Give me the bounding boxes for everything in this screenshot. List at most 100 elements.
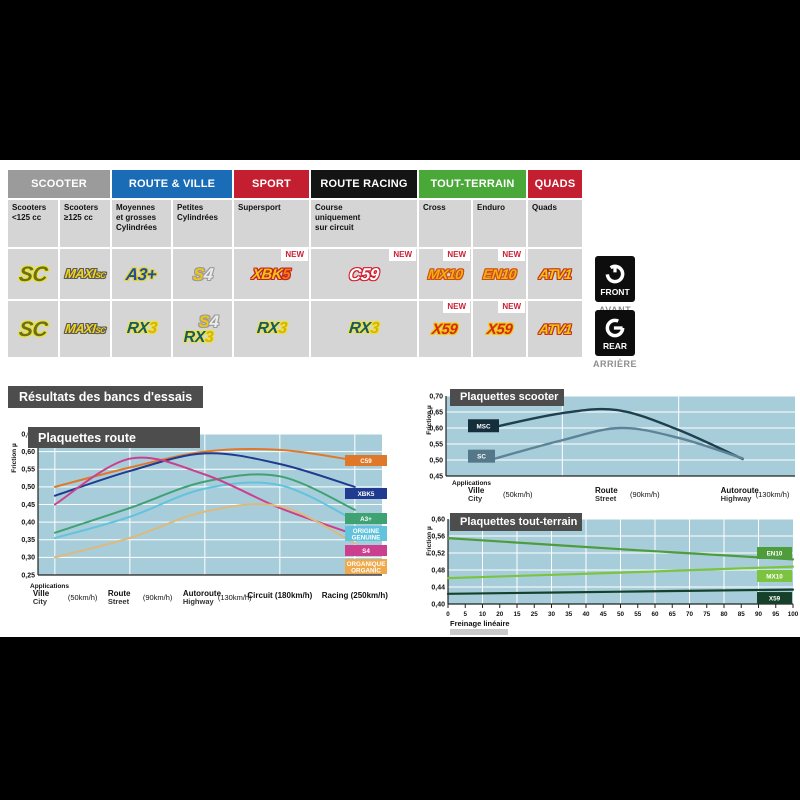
x-category-fr: Route xyxy=(108,589,131,598)
series-msc xyxy=(488,407,744,461)
series-s4 xyxy=(53,456,356,536)
logo-segment: ATV1 xyxy=(537,321,573,337)
category-header-route-ville: ROUTE & VILLE xyxy=(112,170,232,198)
logo-segment: SC xyxy=(17,317,49,341)
subheader-line: Petites xyxy=(177,203,204,212)
subheader-line: uniquement xyxy=(315,213,361,222)
legend-label-organique: ORGANIC xyxy=(351,568,381,575)
legend-box-msc xyxy=(468,419,499,433)
legend-box-organique xyxy=(345,559,387,574)
x-category-en: City xyxy=(33,597,48,606)
logo-atv1: ATV1 xyxy=(537,321,573,337)
y-tick-label: 0,48 xyxy=(431,567,445,574)
category-header-quads: QUADS xyxy=(528,170,582,198)
chart-title-bar xyxy=(450,513,582,531)
table-category-row: SCOOTER ROUTE & VILLE SPORT ROUTE RACING TOU… xyxy=(8,170,584,198)
table-product-row-front: SC MAXISC A3+ S4 NEW XBK5 NEW C59 NEW MX10 NEW EN10… xyxy=(8,249,584,299)
chart-title: Plaquettes scooter xyxy=(460,391,559,403)
logo-segment: 4 xyxy=(209,311,219,331)
series-c59 xyxy=(53,448,356,488)
subheader-cell-1: Scooters ≥125 cc xyxy=(60,200,110,247)
y-tick-label: 0,65 xyxy=(429,409,443,416)
logo-segment: MAXI xyxy=(63,266,96,282)
x-category-en: City xyxy=(468,494,483,503)
front-label: FRONT xyxy=(600,286,630,297)
product-cell: SC xyxy=(8,301,58,357)
subheader-cell-6: Cross xyxy=(419,200,471,247)
terrain-chart-svg: 0,60 0,56 0,52 0,48 0,44 0,40 Friction µ 0 5 10 20… xyxy=(426,513,799,635)
y-tick-label: 0,56 xyxy=(431,533,445,540)
x-category: Circuit (180km/h) xyxy=(247,591,312,600)
legend-box-origine xyxy=(345,526,387,541)
product-cell: NEW C59 xyxy=(311,249,417,299)
x-category-en: Highway xyxy=(721,494,753,503)
y-tick-label: 0,52 xyxy=(431,550,445,557)
subheader-line: Enduro xyxy=(477,203,505,212)
subheader-cell-3: Petites Cylindrées xyxy=(173,200,232,247)
x-category-fr: Ville xyxy=(468,486,485,495)
x-tick-label: 85 xyxy=(738,611,746,618)
results-title: Résultats des bancs d'essais xyxy=(8,386,204,408)
legend-label-a3: A3+ xyxy=(360,516,372,523)
product-cell: ATV1 xyxy=(528,301,582,357)
chart-plaquettes-route: 0,650,600,550,500,450,400,350,300,25Fric… xyxy=(8,418,388,630)
x-tick-label: 10 xyxy=(479,611,487,618)
y-tick-label: 0,44 xyxy=(431,584,445,591)
logo-rx3: RX3 xyxy=(184,329,214,346)
x-tick-label: 55 xyxy=(634,611,642,618)
logo-s4: S4 xyxy=(199,313,219,330)
chart-plaquettes-tout-terrain: 0,60 0,56 0,52 0,48 0,44 0,40 Friction µ 0 5 10 20… xyxy=(425,509,800,637)
legend-label-xbk5: XBK5 xyxy=(358,491,375,498)
product-cell: NEW X59 xyxy=(419,301,471,357)
subheader-line: Supersport xyxy=(238,203,281,212)
x-category-fr: Ville xyxy=(33,589,50,598)
rear-disc-icon xyxy=(605,318,625,337)
content-area: SCOOTER ROUTE & VILLE SPORT ROUTE RACING TOU… xyxy=(0,160,800,637)
y-tick-label: 0,45 xyxy=(21,502,35,509)
chart-title: Plaquettes tout-terrain xyxy=(460,516,578,528)
logo-segment: 4 xyxy=(202,264,214,284)
subheader-cell-2: Moyennes et grosses Cylindrées xyxy=(112,200,171,247)
series-x59 xyxy=(446,588,795,595)
table-product-row-rear: SC MAXISC RX3 S4 RX3 RX3 RX3 NEW X59 NEW X59 ATV1 xyxy=(8,301,584,357)
logo-segment: MAXI xyxy=(63,321,96,337)
y-axis-title: Friction µ xyxy=(426,526,433,556)
x-tick-label: 70 xyxy=(686,611,694,618)
category-header-route-racing: ROUTE RACING xyxy=(311,170,417,198)
x-tick-label: 80 xyxy=(720,611,728,618)
logo-segment: EN10 xyxy=(482,266,517,282)
logo-x59: X59 xyxy=(486,321,513,338)
legend-box-x59 xyxy=(757,592,792,605)
watermark-smudge xyxy=(450,629,508,635)
product-cell: S4 xyxy=(173,249,232,299)
legend-label-en10: EN10 xyxy=(767,551,783,558)
legend-box-en10 xyxy=(757,547,792,559)
y-tick-label: 0,60 xyxy=(431,516,445,523)
subheader-line: Quads xyxy=(532,203,557,212)
legend-box-sc xyxy=(468,449,495,463)
legend-label-organique: ORGANIQUE xyxy=(347,561,386,568)
logo-a3plus: A3+ xyxy=(125,264,158,284)
logo-segment: A3+ xyxy=(125,264,158,284)
product-cell: NEW MX10 xyxy=(419,249,471,299)
y-tick-label: 0,40 xyxy=(431,601,445,608)
x-tick-label: 25 xyxy=(531,611,539,618)
product-cell: RX3 xyxy=(234,301,309,357)
legend-label-msc: MSC xyxy=(477,423,491,430)
x-tick-label: 65 xyxy=(669,611,677,618)
y-tick-label: 0,50 xyxy=(21,484,35,491)
x-tick-label: 5 xyxy=(463,611,467,618)
applications-label: Applications xyxy=(30,583,69,590)
product-cell: NEW X59 xyxy=(473,301,526,357)
logo-en10: EN10 xyxy=(482,266,517,282)
x-category-speed: (130km/h) xyxy=(218,593,252,602)
subheader-line: Moyennes xyxy=(116,203,156,212)
subheader-line: Cylindrées xyxy=(177,213,218,222)
x-category-en: Highway xyxy=(183,597,215,606)
x-category-en: Street xyxy=(595,494,617,503)
product-cell: ATV1 xyxy=(528,249,582,299)
chart-plaquettes-scooter: 0,70 0,65 0,60 0,55 0,50 0,45 Friction µ MSC SC P… xyxy=(425,386,800,510)
logo-rx3: RX3 xyxy=(256,320,287,337)
y-axis-title: Friction µ xyxy=(426,405,433,435)
